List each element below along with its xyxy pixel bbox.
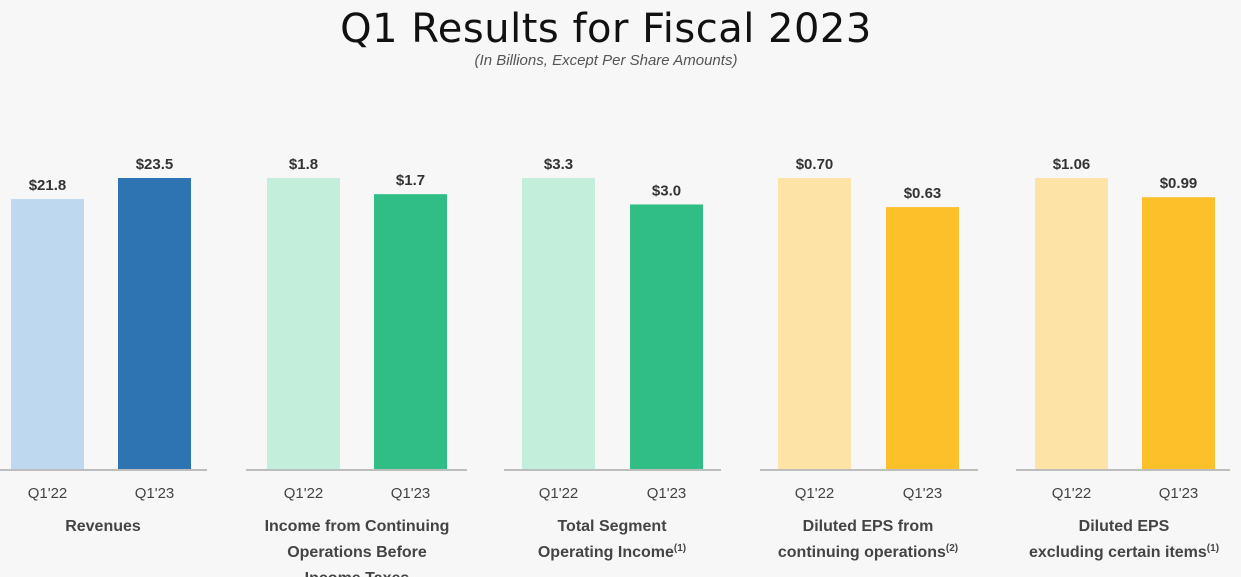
bar-current-year [374, 194, 447, 469]
footnote-marker: (1) [1207, 543, 1219, 554]
page-title: Q1 Results for Fiscal 2023 [340, 6, 872, 52]
page-subtitle: (In Billions, Except Per Share Amounts) [474, 52, 738, 69]
x-tick-label: Q1'22 [795, 485, 835, 502]
bar-group-2: $1.8 Q1'22 $1.7 Q1'23 Income from Continuing… [246, 156, 467, 577]
category-label: Total Segment [557, 518, 667, 535]
data-label: $0.99 [1160, 175, 1198, 192]
bar-group-5: $1.06 Q1'22 $0.99 Q1'23 Diluted EPS excluding… [1016, 156, 1230, 561]
bar-current-year [886, 207, 959, 469]
category-label: Diluted EPS [1079, 518, 1170, 535]
category-label: Income Taxes [305, 570, 410, 577]
category-label: excluding certain items(1) [1029, 543, 1219, 561]
bar-current-year [118, 178, 191, 469]
footnote-marker: (2) [946, 543, 958, 554]
category-label: Diluted EPS from [803, 518, 934, 535]
category-label: Income from Continuing [265, 518, 450, 535]
category-label: Revenues [65, 518, 141, 535]
data-label: $21.8 [29, 177, 67, 194]
bar-group-4: $0.70 Q1'22 $0.63 Q1'23 Diluted EPS from cont… [760, 156, 978, 561]
data-label: $3.0 [652, 182, 681, 199]
data-label: $1.7 [396, 172, 425, 189]
data-label: $1.06 [1053, 156, 1091, 173]
x-tick-label: Q1'22 [539, 485, 579, 502]
bar-current-year [1142, 197, 1215, 469]
x-tick-label: Q1'22 [284, 485, 324, 502]
category-label: continuing operations(2) [778, 543, 958, 561]
x-tick-label: Q1'23 [391, 485, 431, 502]
data-label: $3.3 [544, 156, 573, 173]
bar-prior-year [1035, 178, 1108, 469]
bar-prior-year [522, 178, 595, 469]
x-tick-label: Q1'23 [1159, 485, 1199, 502]
x-tick-label: Q1'23 [647, 485, 687, 502]
footnote-marker: (1) [674, 543, 686, 554]
x-tick-label: Q1'22 [1052, 485, 1092, 502]
bar-group-3: $3.3 Q1'22 $3.0 Q1'23 Total Segment Operating… [504, 156, 721, 561]
bar-group-1: $21.8 Q1'22 $23.5 Q1'23 Revenues [0, 156, 207, 535]
bar-prior-year [267, 178, 340, 469]
x-tick-label: Q1'23 [135, 485, 175, 502]
data-label: $1.8 [289, 156, 318, 173]
bar-prior-year [11, 199, 84, 469]
data-label: $23.5 [136, 156, 174, 173]
x-tick-label: Q1'22 [28, 485, 68, 502]
x-tick-label: Q1'23 [903, 485, 943, 502]
category-label: Operating Income(1) [538, 543, 686, 561]
category-label: Operations Before [287, 544, 427, 561]
bar-prior-year [778, 178, 851, 469]
data-label: $0.63 [904, 185, 942, 202]
data-label: $0.70 [796, 156, 834, 173]
bar-current-year [630, 204, 703, 470]
